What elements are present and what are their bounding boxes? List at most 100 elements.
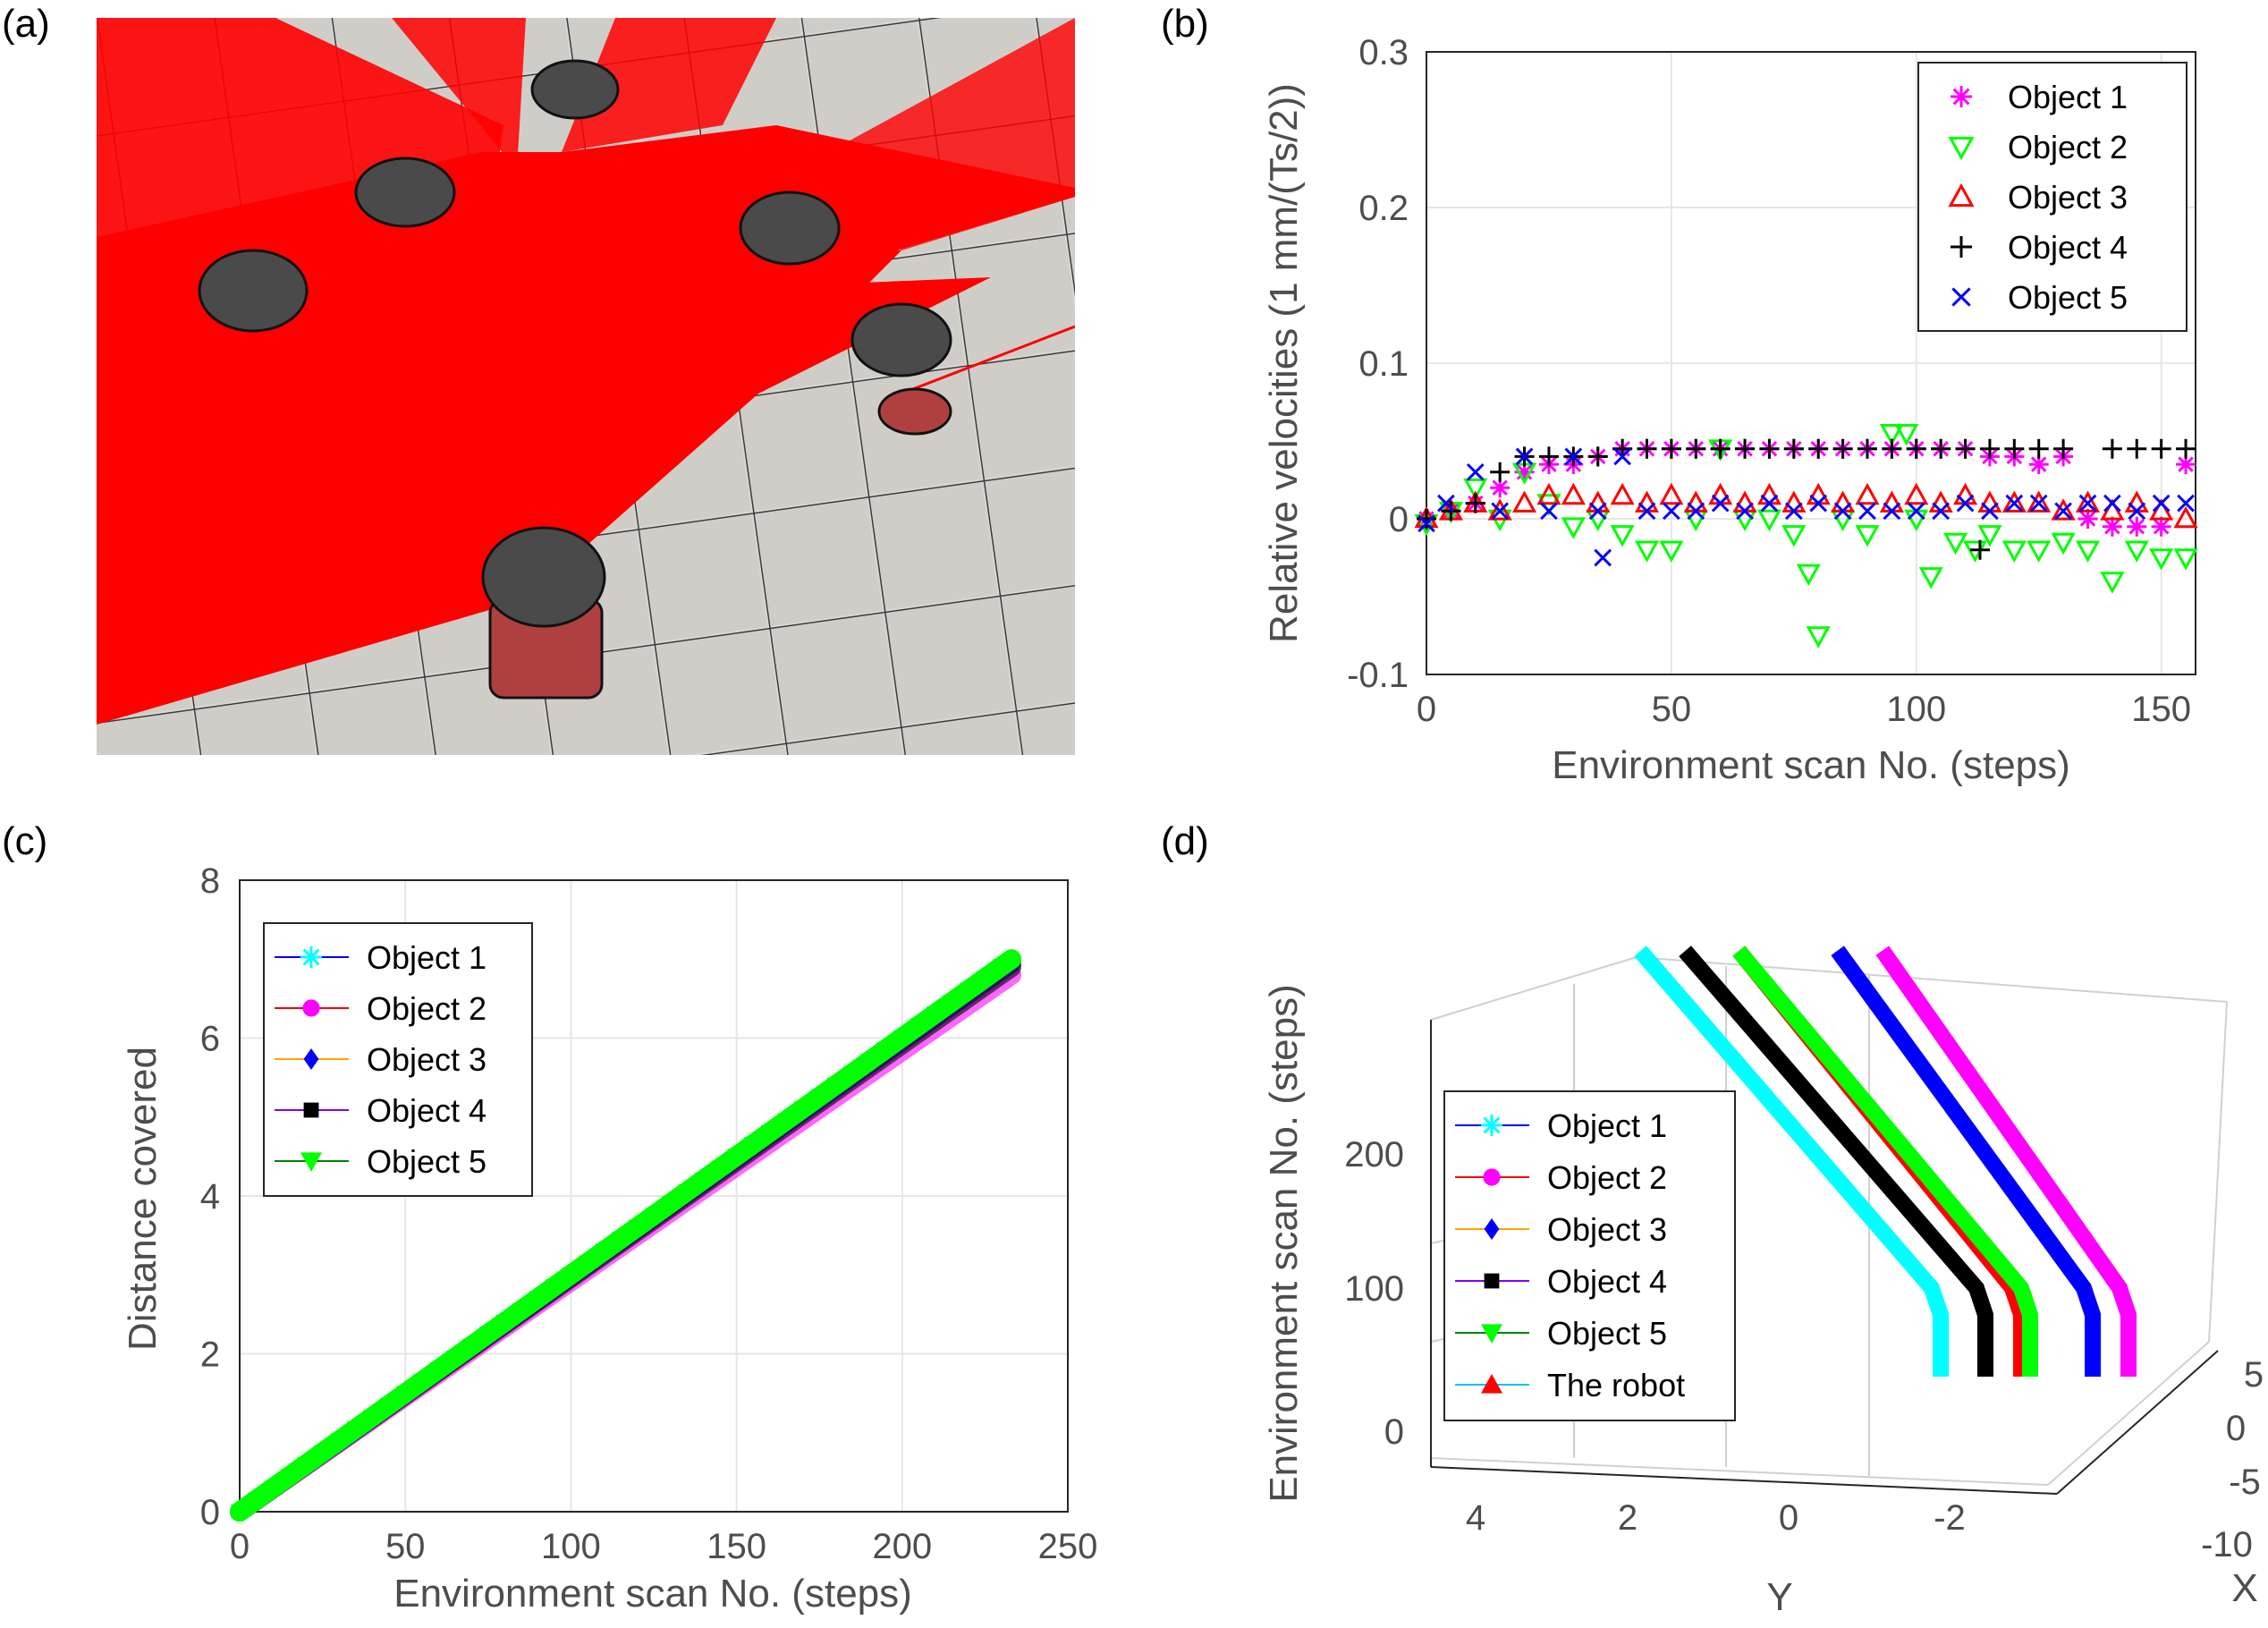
data-point (1784, 502, 1803, 521)
relative-velocity-chart: 0 50 100 150-0.100.10.20.3 Environment scan… (1262, 33, 2198, 787)
data-point (1638, 502, 1656, 521)
trajectory-line (1732, 945, 2038, 1377)
data-point (445, 1350, 464, 1367)
data-point (2102, 516, 2122, 537)
tick-label: 0 (1384, 1412, 1404, 1452)
tick-label: 0 (200, 1493, 220, 1532)
data-point (396, 1386, 415, 1403)
data-point (1711, 494, 1730, 513)
data-point (2078, 509, 2098, 529)
data-point (859, 1054, 878, 1071)
data-point (429, 1361, 448, 1378)
tick-label: -2 (1934, 1498, 1966, 1538)
data-point (1736, 502, 1754, 521)
data-point (611, 1232, 630, 1249)
tick-label: 100 (1344, 1269, 1404, 1309)
data-point (926, 1006, 944, 1023)
data-point (495, 1314, 514, 1331)
data-point (1956, 494, 1975, 513)
data-point (1855, 525, 1880, 547)
data-point (1931, 438, 1951, 459)
legend-label: The robot (1547, 1367, 1685, 1403)
data-point (1781, 525, 1807, 547)
data-point (2102, 438, 2122, 459)
tick-label: 200 (872, 1527, 932, 1566)
legend-label: Object 3 (367, 1041, 487, 1078)
data-point (1613, 447, 1631, 466)
data-point (2004, 438, 2025, 459)
panel-label-a: (a) (2, 2, 50, 46)
legend-label: Object 1 (367, 939, 487, 976)
data-point (1663, 502, 1680, 521)
data-point (1538, 446, 1559, 467)
data-point (1512, 490, 1537, 513)
data-point (595, 1243, 614, 1260)
xlabel-d: X (2231, 1566, 2257, 1610)
data-point (1796, 564, 1821, 586)
legend-marker (1484, 1218, 1500, 1240)
data-point (2151, 516, 2171, 537)
data-point (1490, 478, 1511, 498)
data-point (1882, 438, 1902, 459)
data-point (1955, 438, 1976, 459)
data-point (562, 1267, 580, 1284)
tick-label: 100 (541, 1527, 601, 1566)
tick-label: 50 (385, 1527, 426, 1566)
data-point (1969, 539, 1990, 560)
tick-label: 2 (200, 1335, 220, 1375)
data-point (2051, 532, 2076, 555)
data-point (363, 1409, 382, 1426)
data-point (1710, 438, 1731, 459)
data-point (2075, 490, 2101, 513)
data-point (727, 1149, 746, 1166)
data-point (330, 1433, 349, 1450)
distance-covered-chart: 0 50 100 150 200 250 0 2 4 6 8 Environment scan No… (121, 861, 1097, 1615)
data-point (628, 1219, 647, 1236)
data-point (1514, 462, 1535, 482)
data-point (412, 1374, 431, 1391)
data-point (777, 1113, 796, 1130)
legend-label: Object 5 (1547, 1315, 1667, 1352)
data-point (1904, 482, 1929, 505)
data-point (346, 1421, 365, 1438)
data-point (1561, 517, 1586, 539)
trajectory-line (1634, 945, 1949, 1377)
tick-label: 0.2 (1358, 189, 1409, 228)
tick-label: 150 (707, 1527, 766, 1566)
legend-box (1443, 1090, 1736, 1421)
data-point (1487, 498, 1512, 521)
data-point (1806, 626, 1831, 649)
data-point (2001, 490, 2027, 513)
data-point (313, 1445, 332, 1462)
data-point (826, 1077, 845, 1094)
panel-label-c: (c) (2, 819, 48, 863)
data-point (1906, 438, 1926, 459)
data-point (1783, 438, 1804, 459)
data-point (992, 959, 1011, 976)
tick-label: 4 (1466, 1498, 1485, 1538)
data-point (1943, 532, 1968, 555)
data-point (1833, 502, 1852, 521)
data-point (2027, 540, 2052, 563)
data-point (959, 982, 977, 999)
data-point (1659, 540, 1684, 563)
tick-label: -5 (2229, 1463, 2261, 1502)
legend-marker (300, 1152, 322, 1172)
legend-marker (1951, 236, 1972, 258)
data-point (1735, 438, 1756, 459)
data-point (1637, 438, 1657, 459)
legend-marker (303, 1102, 319, 1118)
data-point (2103, 494, 2121, 513)
legend-label: Object 4 (1547, 1263, 1667, 1300)
data-point (1466, 462, 1485, 481)
data-point (2176, 438, 2196, 459)
data-point (1857, 438, 1877, 459)
data-point (2151, 438, 2171, 459)
data-point (1809, 494, 1828, 513)
tick-label: 200 (1344, 1135, 1404, 1174)
data-point (2028, 454, 2049, 475)
data-point (1587, 446, 1608, 467)
tick-label: 100 (1886, 690, 1946, 729)
legend-marker (1483, 1168, 1501, 1186)
legend-d: Object 1 Object 2 Object 3 Object 4 Object 5… (1443, 1090, 1736, 1421)
